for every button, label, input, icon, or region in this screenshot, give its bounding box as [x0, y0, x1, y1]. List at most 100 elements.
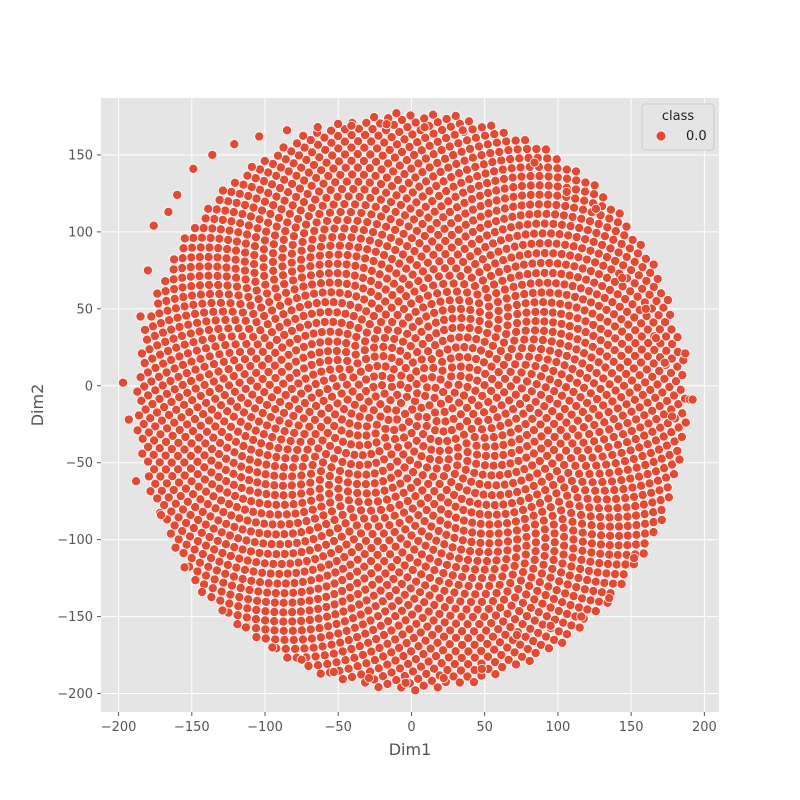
scatter-point — [530, 528, 541, 539]
scatter-point — [352, 487, 363, 498]
scatter-point — [400, 363, 411, 374]
scatter-point — [287, 625, 298, 636]
scatter-point — [249, 403, 260, 414]
scatter-point — [199, 379, 210, 390]
scatter-point — [631, 510, 642, 521]
scatter-point — [259, 558, 270, 569]
scatter-point — [195, 353, 206, 364]
scatter-point — [434, 575, 445, 586]
scatter-point — [366, 543, 377, 554]
scatter-point — [640, 377, 651, 388]
scatter-point — [212, 535, 223, 546]
scatter-point — [392, 456, 403, 467]
scatter-point — [326, 639, 337, 650]
scatter-point — [480, 450, 491, 461]
scatter-point — [577, 545, 588, 556]
scatter-point — [296, 162, 307, 173]
scatter-point — [390, 245, 401, 256]
scatter-point — [306, 243, 317, 254]
scatter-point — [545, 502, 556, 513]
scatter-point — [261, 399, 272, 410]
scatter-point — [621, 399, 632, 410]
scatter-point — [324, 277, 335, 288]
scatter-point — [277, 243, 288, 254]
scatter-point — [178, 243, 189, 254]
scatter-point — [259, 235, 270, 246]
scatter-point — [493, 380, 504, 391]
scatter-point — [241, 283, 252, 294]
scatter-point — [521, 540, 532, 551]
scatter-point — [288, 462, 299, 473]
scatter-point — [146, 311, 157, 322]
scatter-point — [490, 669, 501, 680]
scatter-point — [329, 599, 340, 610]
scatter-point — [443, 497, 454, 508]
scatter-point — [409, 593, 420, 604]
scatter-point — [278, 407, 289, 418]
legend-entry-label: 0.0 — [686, 129, 707, 144]
scatter-point — [373, 303, 384, 314]
scatter-point — [353, 379, 364, 390]
scatter-point — [419, 113, 430, 124]
scatter-point — [341, 338, 352, 349]
scatter-point — [514, 270, 525, 281]
scatter-point — [574, 602, 585, 613]
scatter-point — [262, 548, 273, 559]
scatter-point — [601, 459, 612, 470]
scatter-point — [662, 395, 673, 406]
scatter-point — [218, 577, 229, 588]
scatter-point — [380, 296, 391, 307]
scatter-point — [231, 197, 242, 208]
scatter-point — [328, 316, 339, 327]
scatter-point — [466, 238, 477, 249]
scatter-point — [135, 372, 146, 383]
scatter-point — [434, 190, 445, 201]
scatter-point — [237, 573, 248, 584]
scatter-point — [594, 468, 605, 479]
scatter-point — [169, 293, 180, 304]
scatter-point — [485, 270, 496, 281]
scatter-point — [413, 411, 424, 422]
scatter-point — [435, 296, 446, 307]
scatter-point — [255, 325, 266, 336]
scatter-point — [252, 595, 263, 606]
scatter-point — [323, 170, 334, 181]
scatter-point — [360, 353, 371, 364]
scatter-point — [631, 529, 642, 540]
scatter-point — [537, 506, 548, 517]
scatter-point — [453, 397, 464, 408]
scatter-point — [462, 455, 473, 466]
scatter-point — [385, 196, 396, 207]
scatter-point — [352, 554, 363, 565]
scatter-point — [538, 559, 549, 570]
scatter-point — [323, 621, 334, 632]
scatter-point — [649, 344, 660, 355]
scatter-point — [618, 569, 629, 580]
scatter-point — [341, 268, 352, 279]
scatter-point — [512, 486, 523, 497]
scatter-point — [562, 629, 573, 640]
scatter-point — [418, 680, 429, 691]
scatter-point — [461, 402, 472, 413]
scatter-point — [203, 251, 214, 262]
scatter-point — [469, 564, 480, 575]
scatter-point — [470, 132, 481, 143]
scatter-point — [338, 404, 349, 415]
scatter-point — [382, 659, 393, 670]
scatter-point — [554, 452, 565, 463]
scatter-point — [595, 312, 606, 323]
scatter-point — [563, 300, 574, 311]
scatter-point — [539, 550, 550, 561]
scatter-point — [484, 349, 495, 360]
scatter-point — [522, 143, 533, 154]
scatter-point — [351, 251, 362, 262]
scatter-point — [358, 169, 369, 180]
scatter-point — [467, 124, 478, 135]
scatter-point — [291, 293, 302, 304]
scatter-point — [402, 572, 413, 583]
scatter-point — [250, 232, 261, 243]
scatter-point — [491, 588, 502, 599]
scatter-point — [480, 168, 491, 179]
scatter-point — [528, 510, 539, 521]
scatter-point — [567, 423, 578, 434]
